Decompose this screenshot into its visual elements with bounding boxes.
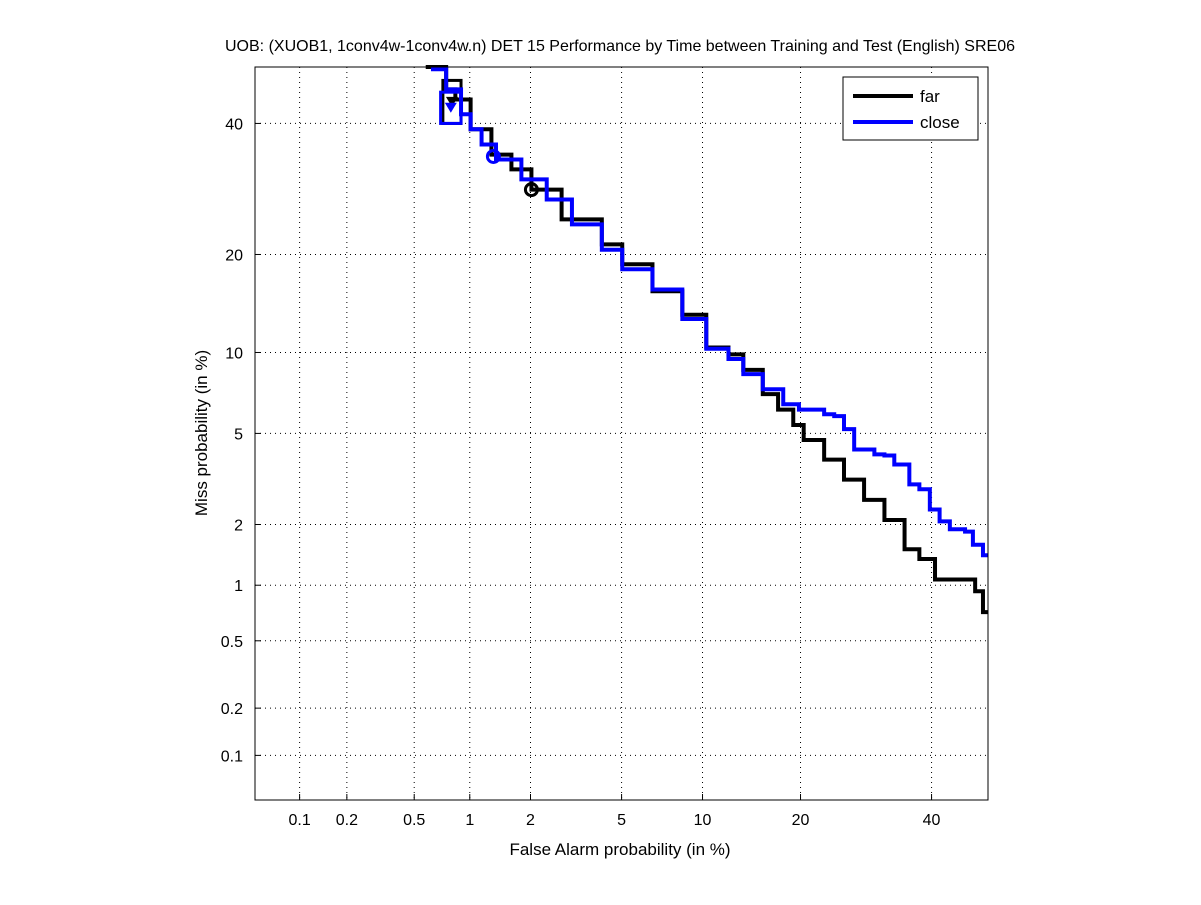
x-tick-label: 20 [792, 812, 810, 829]
circle-marker-close [485, 148, 501, 164]
x-tick-label: 0.2 [336, 812, 358, 829]
dcf-marker-far [445, 96, 458, 107]
y-tick-label: 0.1 [221, 748, 243, 765]
chart-title: UOB: (XUOB1, 1conv4w-1conv4w.n) DET 15 P… [225, 38, 1015, 55]
legend-label-close: close [920, 113, 960, 132]
y-axis-label: Miss probability (in %) [192, 350, 211, 516]
legend-box [842, 76, 979, 141]
x-axis-label: False Alarm probability (in %) [509, 840, 730, 859]
series-line-close [430, 67, 988, 558]
x-tick-label: 10 [694, 812, 712, 829]
y-tick-label: 1 [234, 578, 243, 595]
legend: far close [842, 76, 979, 141]
confidence-box-close [439, 90, 463, 125]
x-tick-label: 0.5 [403, 812, 425, 829]
y-tick-label: 10 [225, 345, 243, 362]
y-tick-labels: 0.1 0.2 0.5 1 2 5 10 20 40 [221, 116, 243, 765]
x-tick-label: 0.1 [288, 812, 310, 829]
grid [255, 67, 988, 800]
circle-marker-far [523, 182, 539, 198]
x-tick-label: 40 [923, 812, 941, 829]
x-tick-label: 2 [526, 812, 535, 829]
x-tick-label: 1 [465, 812, 474, 829]
legend-label-far: far [920, 87, 940, 106]
dcf-marker-close [444, 102, 457, 113]
y-tick-label: 40 [225, 116, 243, 133]
y-tick-label: 5 [234, 426, 243, 443]
y-tick-label: 2 [234, 517, 243, 534]
x-tick-labels: 0.1 0.2 0.5 1 2 5 10 20 40 [288, 812, 940, 829]
y-tick-label: 0.5 [221, 634, 243, 651]
y-tick-label: 0.2 [221, 701, 243, 718]
series-group [425, 65, 988, 615]
y-tick-label: 20 [225, 247, 243, 264]
x-tick-label: 5 [617, 812, 626, 829]
plot-frame [254, 66, 989, 801]
